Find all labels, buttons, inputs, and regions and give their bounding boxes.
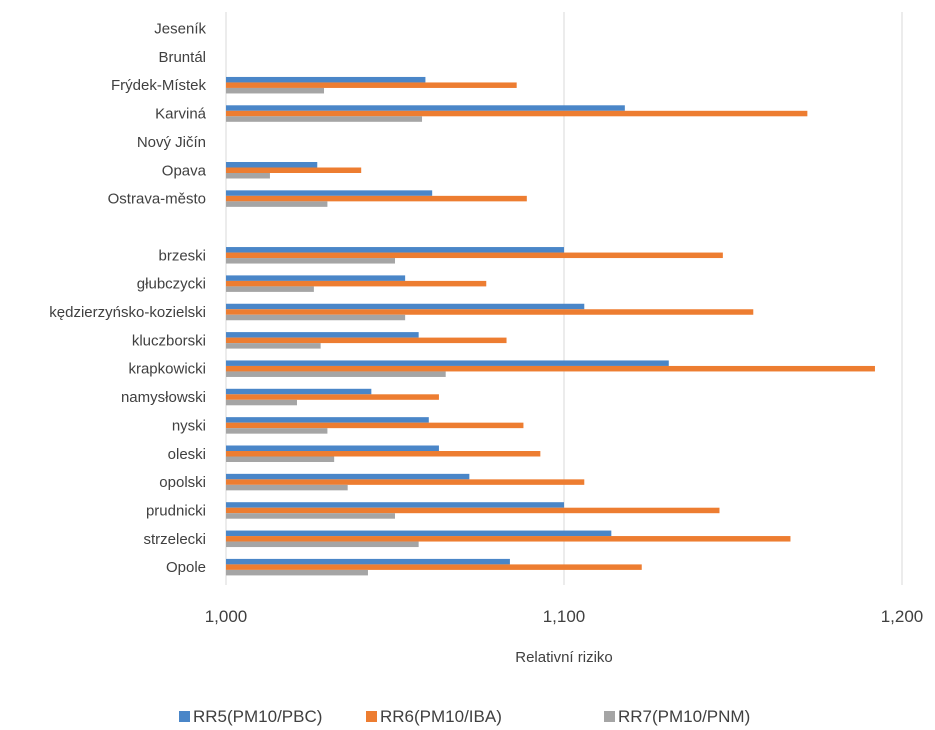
category-label: kędzierzyńsko-kozielski	[49, 304, 206, 321]
x-tick-label-0: 1,000	[205, 607, 248, 626]
bar-rr5-pm10-pbc-	[226, 275, 406, 281]
bar-rr5-pm10-pbc-	[226, 332, 419, 338]
bar-rr7-pm10-pnm-	[226, 343, 321, 349]
category-label: kluczborski	[132, 332, 206, 349]
bar-rr7-pm10-pnm-	[226, 399, 297, 406]
bar-rr5-pm10-pbc-	[226, 247, 564, 253]
bar-rr6-pm10-iba-	[226, 110, 808, 117]
legend-label: RR7(PM10/PNM)	[618, 707, 750, 726]
bar-rr7-pm10-pnm-	[226, 286, 314, 292]
category-labels: Jeseník Bruntál Frýdek-Místek Karviná Nový J…	[49, 21, 206, 577]
bar-rr7-pm10-pnm-	[226, 258, 395, 264]
category-label: Bruntál	[158, 49, 206, 66]
category-label: opolski	[159, 474, 206, 491]
bar-rr6-pm10-iba-	[226, 422, 524, 429]
category-label: Ostrava-město	[108, 191, 206, 208]
gridlines	[225, 12, 903, 585]
bar-rr5-pm10-pbc-	[226, 190, 433, 196]
bar-rr6-pm10-iba-	[226, 507, 720, 514]
legend-swatch	[179, 711, 190, 722]
category-label: krapkowicki	[128, 361, 206, 378]
bars	[226, 76, 875, 576]
bar-rr7-pm10-pnm-	[226, 456, 335, 462]
bar-rr5-pm10-pbc-	[226, 473, 470, 480]
bar-rr7-pm10-pnm-	[226, 541, 419, 548]
x-tick-labels: 1,000 1,100 1,200	[205, 607, 924, 626]
bar-rr6-pm10-iba-	[226, 309, 754, 315]
category-label: Opava	[162, 162, 207, 179]
bar-rr7-pm10-pnm-	[226, 116, 423, 122]
category-label: nyski	[172, 417, 206, 434]
category-label: strzelecki	[143, 531, 206, 548]
bar-rr5-pm10-pbc-	[226, 502, 564, 508]
bar-rr5-pm10-pbc-	[226, 530, 612, 537]
category-label: namysłowski	[121, 389, 206, 406]
bar-rr7-pm10-pnm-	[226, 201, 328, 207]
bar-rr6-pm10-iba-	[226, 337, 507, 344]
legend-swatch	[366, 711, 377, 722]
bar-rr5-pm10-pbc-	[226, 76, 426, 83]
x-tick-label-1: 1,100	[543, 607, 586, 626]
legend-swatch	[604, 711, 615, 722]
bar-rr6-pm10-iba-	[226, 451, 541, 457]
bar-rr5-pm10-pbc-	[226, 360, 669, 366]
bar-rr6-pm10-iba-	[226, 252, 723, 259]
bar-rr7-pm10-pnm-	[226, 428, 328, 434]
bar-rr7-pm10-pnm-	[226, 569, 368, 576]
bar-rr7-pm10-pnm-	[226, 371, 446, 377]
bar-rr5-pm10-pbc-	[226, 417, 429, 423]
legend-label: RR6(PM10/IBA)	[380, 707, 502, 726]
bar-rr6-pm10-iba-	[226, 167, 362, 173]
bar-rr7-pm10-pnm-	[226, 314, 406, 321]
bar-rr7-pm10-pnm-	[226, 484, 348, 491]
category-label: Opole	[166, 559, 206, 576]
legend: RR5(PM10/PBC) RR6(PM10/IBA) RR7(PM10/PNM)	[179, 707, 750, 726]
bar-rr7-pm10-pnm-	[226, 513, 395, 519]
category-label: Frýdek-Místek	[111, 77, 207, 94]
category-label: Karviná	[155, 106, 207, 123]
bar-rr6-pm10-iba-	[226, 82, 517, 88]
bar-rr6-pm10-iba-	[226, 536, 791, 542]
category-label: brzeski	[158, 247, 206, 264]
bar-rr5-pm10-pbc-	[226, 445, 439, 451]
bar-rr6-pm10-iba-	[226, 479, 585, 485]
bar-rr5-pm10-pbc-	[226, 303, 585, 310]
bar-rr6-pm10-iba-	[226, 280, 487, 287]
x-tick-label-2: 1,200	[881, 607, 924, 626]
legend-label: RR5(PM10/PBC)	[193, 707, 322, 726]
bar-rr5-pm10-pbc-	[226, 388, 372, 395]
bar-rr5-pm10-pbc-	[226, 558, 510, 565]
bar-rr5-pm10-pbc-	[226, 162, 318, 168]
bar-rr6-pm10-iba-	[226, 195, 527, 202]
bar-rr7-pm10-pnm-	[226, 87, 325, 94]
x-axis-title: Relativní riziko	[515, 649, 613, 666]
bar-rr6-pm10-iba-	[226, 365, 875, 372]
category-label: głubczycki	[137, 276, 206, 293]
category-label: oleski	[168, 446, 206, 463]
bar-rr5-pm10-pbc-	[226, 105, 625, 111]
bar-rr6-pm10-iba-	[226, 394, 439, 400]
bar-rr6-pm10-iba-	[226, 564, 642, 570]
category-label: Jeseník	[154, 21, 206, 38]
category-label: prudnicki	[146, 502, 206, 519]
category-label: Nový Jičín	[137, 134, 206, 151]
bar-rr7-pm10-pnm-	[226, 173, 270, 179]
